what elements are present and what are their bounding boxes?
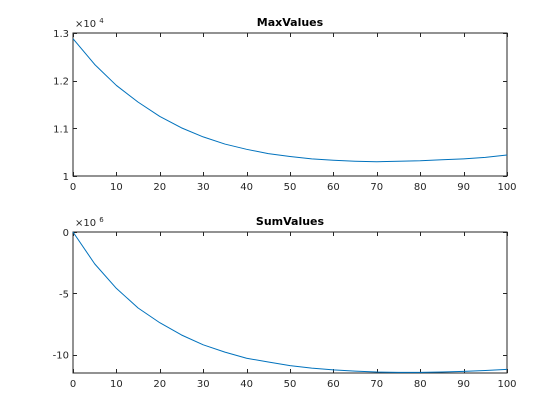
chart-title: SumValues bbox=[256, 215, 325, 228]
y-exponent-base: ×10 bbox=[75, 218, 96, 229]
x-tick-label: 100 bbox=[497, 379, 516, 390]
x-tick-label: 10 bbox=[110, 182, 123, 193]
x-tick-label: 90 bbox=[457, 379, 470, 390]
x-tick-label: 30 bbox=[197, 379, 210, 390]
x-tick-label: 0 bbox=[70, 379, 76, 390]
x-tick-label: 60 bbox=[327, 379, 340, 390]
x-tick-label: 0 bbox=[70, 182, 76, 193]
chart-title: MaxValues bbox=[257, 16, 324, 29]
axes-box bbox=[72, 32, 508, 177]
x-tick-label: 100 bbox=[497, 182, 516, 193]
x-tick-label: 70 bbox=[370, 379, 383, 390]
y-exponent-power: 4 bbox=[99, 17, 104, 25]
ticks bbox=[73, 33, 508, 177]
x-tick-label: 10 bbox=[110, 379, 123, 390]
y-tick-label: -10 bbox=[53, 351, 69, 362]
series-line bbox=[72, 38, 508, 163]
x-tick-label: 50 bbox=[284, 379, 297, 390]
subplot-sumvalues: SumValues 0 10 20 30 40 50 60 70 80 90 100 -10-50 … bbox=[53, 215, 517, 390]
x-tick-label: 40 bbox=[240, 379, 253, 390]
y-exponent: ×10 4 bbox=[75, 17, 104, 30]
x-tick-label: 80 bbox=[414, 379, 427, 390]
x-tick-labels: 0 10 20 30 40 50 60 70 80 90 100 bbox=[70, 379, 517, 390]
x-tick-label: 20 bbox=[153, 379, 166, 390]
y-tick-label: 1 bbox=[63, 172, 69, 183]
y-exponent-power: 6 bbox=[99, 216, 104, 224]
x-tick-label: 80 bbox=[414, 182, 427, 193]
axes-box bbox=[72, 231, 508, 374]
y-tick-label: 1.2 bbox=[53, 77, 69, 88]
x-tick-label: 50 bbox=[284, 182, 297, 193]
y-exponent-base: ×10 bbox=[75, 19, 96, 30]
subplot-maxvalues: MaxValues 0 10 20 30 40 50 60 70 80 90 100 1 1.1 1.2… bbox=[53, 16, 516, 193]
x-tick-label: 20 bbox=[153, 182, 166, 193]
y-tick-label: -5 bbox=[59, 289, 69, 300]
y-tick-label: 1.1 bbox=[53, 124, 69, 135]
y-tick-label: 1.3 bbox=[53, 29, 69, 40]
y-tick-labels: 1 1.1 1.2 1.3 bbox=[53, 29, 69, 183]
y-tick-label: 0 bbox=[63, 228, 69, 239]
series-line bbox=[72, 231, 508, 373]
x-tick-label: 60 bbox=[327, 182, 340, 193]
x-tick-labels: 0 10 20 30 40 50 60 70 80 90 100 bbox=[70, 182, 517, 193]
x-tick-label: 30 bbox=[197, 182, 210, 193]
y-tick-labels: -10 -5 0 bbox=[53, 228, 69, 362]
x-tick-label: 40 bbox=[240, 182, 253, 193]
x-tick-label: 70 bbox=[370, 182, 383, 193]
y-exponent: ×10 6 bbox=[75, 216, 104, 229]
x-tick-label: 90 bbox=[457, 182, 470, 193]
